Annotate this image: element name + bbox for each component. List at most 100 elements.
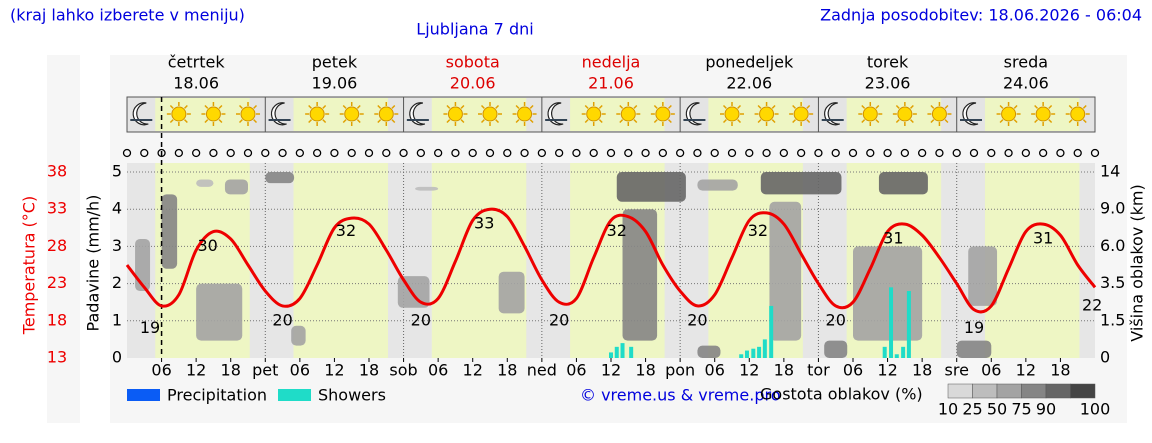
temp-label: 31 (883, 229, 903, 248)
sun-ray (183, 119, 188, 124)
sun-icon (1035, 106, 1051, 122)
wind-symbol (312, 148, 322, 158)
sun-ray (204, 104, 209, 109)
temperature-line (125, 207, 1097, 314)
legend-swatch (278, 389, 311, 401)
x-tick-label: 06 (290, 361, 310, 380)
sun-ray (218, 104, 223, 109)
day-date: 22.06 (726, 74, 772, 93)
temp-label: 32 (336, 221, 356, 240)
cloud-scale-label: 100 (1080, 400, 1111, 419)
cloud-cell (291, 325, 306, 346)
sun-ray (515, 104, 520, 109)
precip-bar (889, 287, 894, 358)
sun-ray (1048, 119, 1053, 124)
wind-symbol (917, 148, 927, 158)
sun-ray (356, 104, 361, 109)
y-tick-label: 2 (112, 273, 122, 292)
sun-icon (586, 106, 602, 122)
wind-symbol (675, 148, 685, 158)
x-tick-label: pon (665, 361, 695, 380)
wind-symbol (658, 148, 668, 158)
sun-ray (875, 119, 880, 124)
temp-label: 30 (197, 236, 217, 255)
sun-ray (667, 119, 672, 124)
sun-icon (759, 106, 775, 122)
precip-bar (751, 348, 756, 358)
sun-icon (793, 106, 809, 122)
left-band (47, 55, 80, 423)
wind-symbol (589, 148, 598, 158)
cloud-cell (161, 194, 178, 269)
x-tick-label: 06 (705, 361, 725, 380)
wind-symbol (330, 148, 339, 158)
precip-bar (762, 339, 767, 358)
wind-symbol (883, 148, 892, 158)
temp-axis-title: Temperatura (°C) (20, 196, 39, 335)
cloud-cell (224, 179, 248, 195)
sun-ray (322, 119, 327, 124)
sun-ray (529, 104, 534, 109)
wind-symbol (209, 148, 218, 158)
sun-ray (495, 119, 500, 124)
sun-ray (737, 119, 742, 124)
sun-ray (238, 104, 243, 109)
sun-ray (169, 104, 174, 109)
wind-symbol (969, 148, 979, 158)
wind-symbol (1038, 148, 1048, 158)
y-tick-label: 3 (112, 236, 122, 255)
cloud-cell (196, 179, 214, 187)
sun-icon (378, 106, 394, 122)
day-date: 21.06 (588, 74, 634, 93)
wind-symbol (554, 148, 564, 158)
sun-ray (771, 119, 776, 124)
y2-tick-label: 3.5 (1100, 273, 1125, 292)
sun-ray (792, 104, 797, 109)
sun-ray (771, 104, 776, 109)
cloud-cell (697, 345, 721, 358)
x-tick-label: 12 (186, 361, 206, 380)
wind-symbol (226, 148, 235, 158)
x-tick-label: pet (252, 361, 278, 380)
y2-tick-label: 14 (1100, 162, 1120, 181)
precip-bar (620, 343, 625, 358)
daylight (984, 163, 1080, 358)
sun-ray (446, 119, 451, 124)
sun-ray (722, 104, 727, 109)
sun-ray (1013, 104, 1018, 109)
wind-symbol (364, 148, 374, 158)
x-tick-label: 06 (428, 361, 448, 380)
legend-swatch (127, 389, 160, 401)
sun-ray (999, 104, 1004, 109)
temp-tick-label: 13 (47, 348, 67, 367)
sun-ray (342, 119, 347, 124)
cloud-scale-label: 10 (938, 400, 958, 419)
x-tick-label: 18 (635, 361, 655, 380)
wind-symbol (295, 148, 305, 158)
temp-label: 20 (826, 310, 846, 329)
cloud-cell (622, 209, 658, 341)
cloud-scale-label: 75 (1011, 400, 1031, 419)
temp-label: 19 (964, 318, 984, 337)
sun-icon (1070, 106, 1086, 122)
sun-icon (171, 106, 187, 122)
x-tick-label: ned (527, 361, 557, 380)
cloud-scale-title: Gostota oblakov (%) (760, 385, 923, 404)
sun-ray (446, 104, 451, 109)
cloud-scale-label: 50 (987, 400, 1007, 419)
day-date: 23.06 (865, 74, 911, 93)
temp-label: 19 (140, 318, 160, 337)
wind-symbol (122, 148, 132, 158)
sun-ray (377, 119, 382, 124)
cloud-cell (498, 271, 525, 314)
temp-tick-label: 38 (47, 162, 67, 181)
cloud-scale-box (972, 383, 998, 399)
y-tick-label: 1 (112, 310, 122, 329)
sun-icon (724, 106, 740, 122)
sun-icon (517, 106, 533, 122)
y-tick-label: 5 (112, 162, 122, 181)
temp-label: 31 (1033, 229, 1053, 248)
sun-ray (356, 119, 361, 124)
cloud-cell (265, 172, 295, 184)
y-tick-label: 4 (112, 199, 122, 218)
